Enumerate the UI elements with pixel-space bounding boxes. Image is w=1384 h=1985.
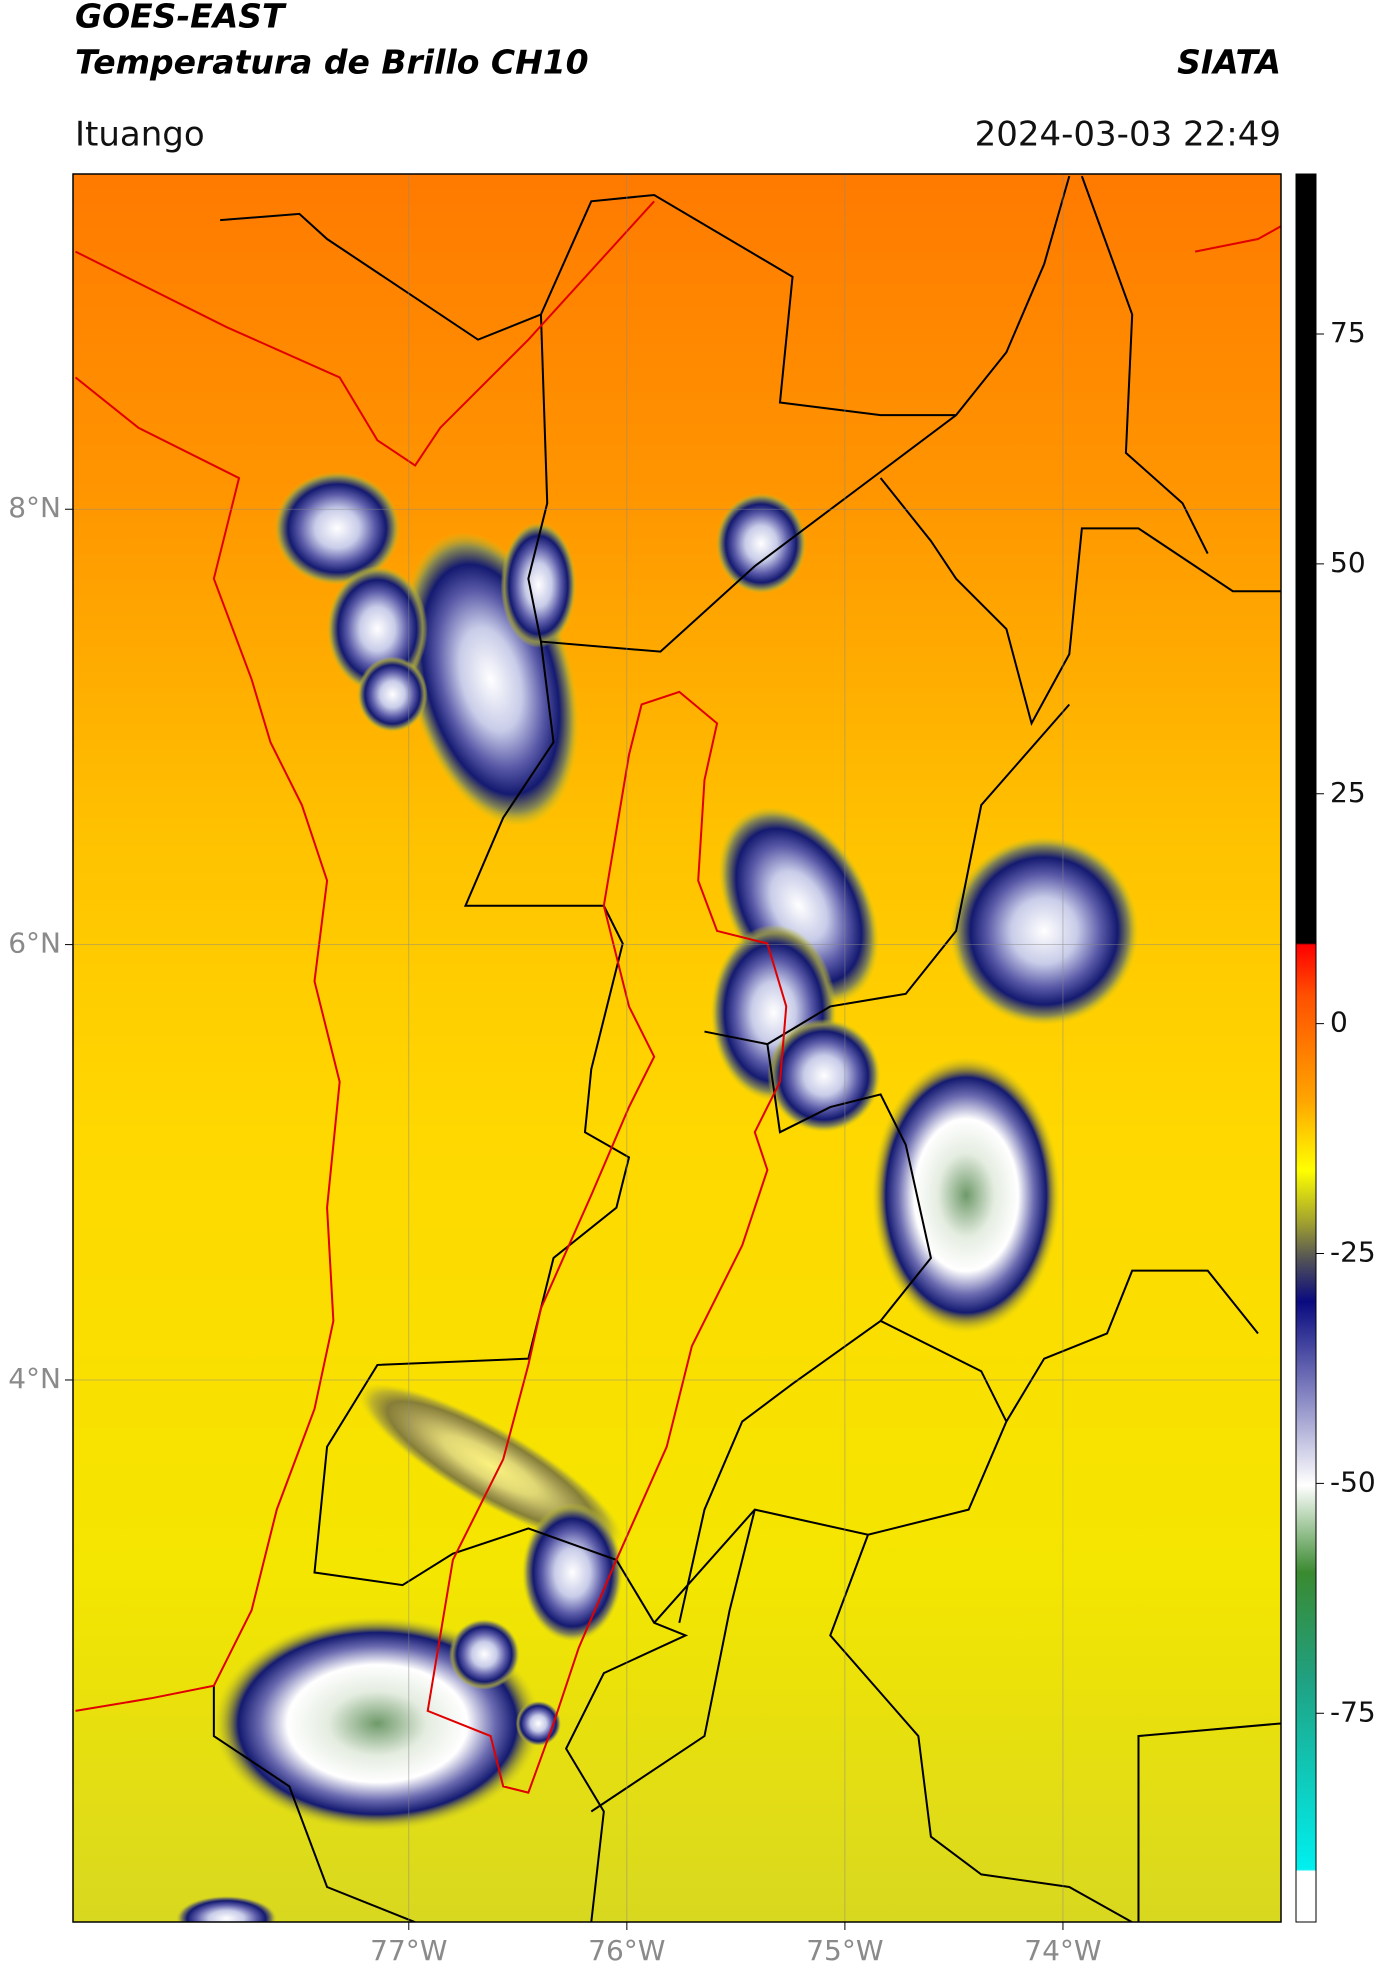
colorbar xyxy=(1295,173,1317,1923)
title-line2: Temperatura de Brillo CH10 xyxy=(75,43,589,82)
grid xyxy=(73,174,1281,1922)
map xyxy=(73,174,1281,1922)
colorbar-tick-label: 25 xyxy=(1330,776,1366,809)
location: Ituango xyxy=(75,115,205,155)
y-tick-label: 8°N xyxy=(8,491,61,524)
map-frame xyxy=(72,173,1282,1923)
colorbar-tick-label: -75 xyxy=(1330,1695,1376,1728)
colorbar-tick-label: 0 xyxy=(1330,1006,1348,1039)
y-tick-label: 4°N xyxy=(8,1362,61,1395)
colorbar-tick-label: 50 xyxy=(1330,546,1366,579)
y-tick-label: 6°N xyxy=(8,927,61,960)
colorbar-tick-label: 75 xyxy=(1330,316,1366,349)
title-line1: GOES-EAST xyxy=(75,0,287,36)
map-background xyxy=(73,174,1281,1922)
x-tick-label: 75°W xyxy=(806,1934,883,1967)
x-tick-label: 74°W xyxy=(1024,1934,1101,1967)
colorbar-tick-label: -25 xyxy=(1330,1236,1376,1269)
source: SIATA xyxy=(1177,43,1281,82)
borders xyxy=(74,175,1281,1922)
x-tick-label: 76°W xyxy=(588,1934,665,1967)
colorbar-tick-label: -50 xyxy=(1330,1465,1376,1498)
x-tick-label: 77°W xyxy=(370,1934,447,1967)
timestamp: 2024-03-03 22:49 xyxy=(975,115,1281,155)
